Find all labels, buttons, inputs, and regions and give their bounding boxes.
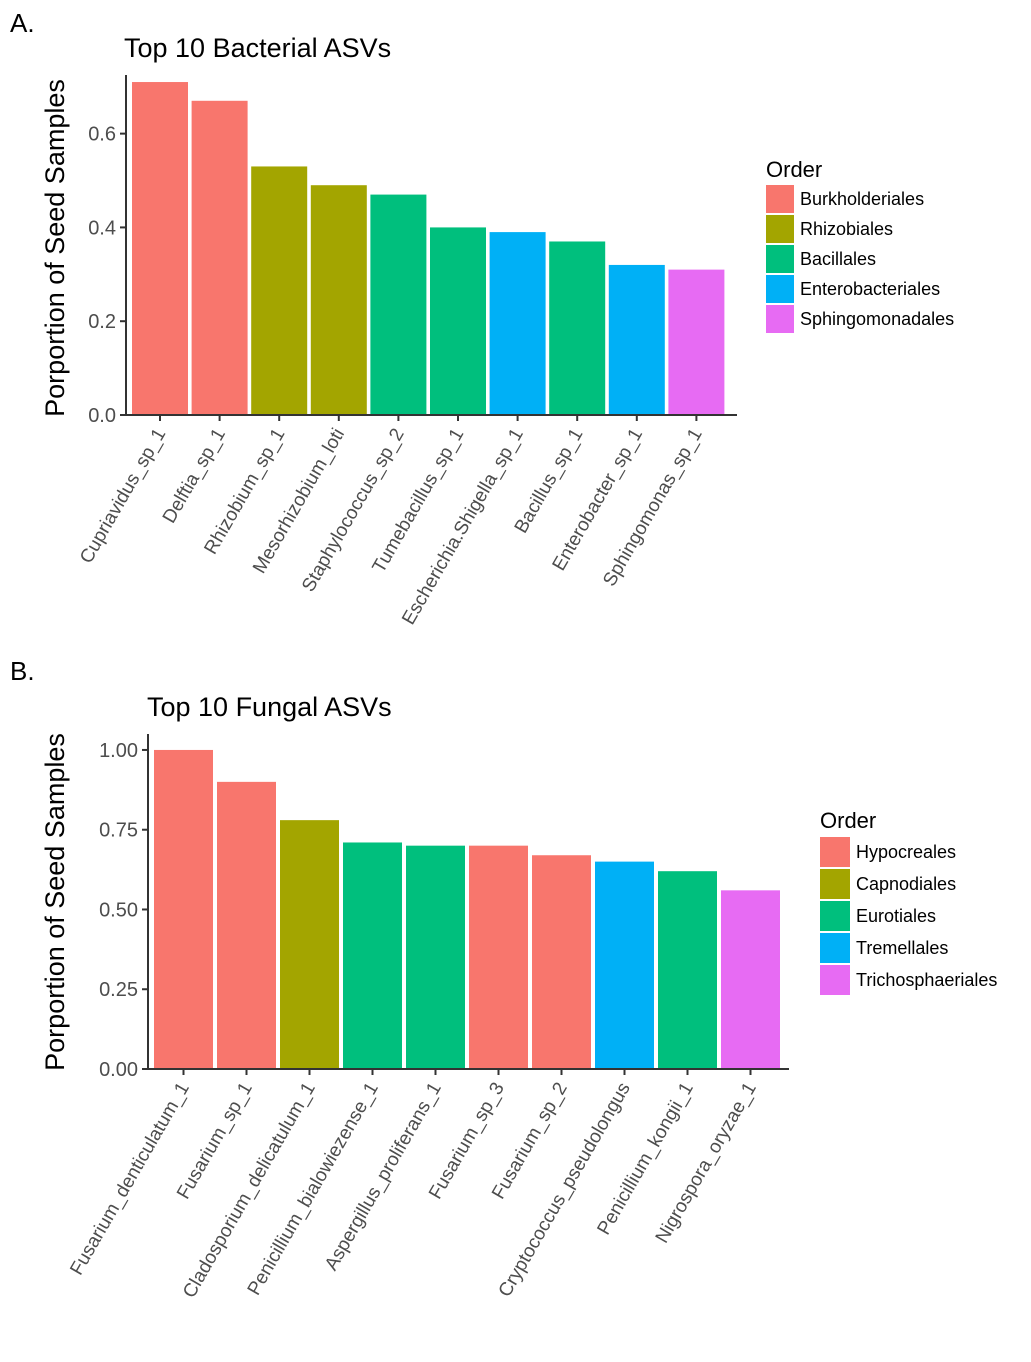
x-tick-label-b-5: Aspergillus_proliferans_1 (321, 1079, 446, 1274)
panel-b: B. Top 10 Fungal ASVs Porportion of Seed… (10, 656, 997, 1302)
bar-b-4 (343, 842, 402, 1069)
bar-a-1 (132, 82, 188, 415)
legend-label-a-4: Enterobacteriales (800, 279, 940, 299)
y-axis-label-b: Porportion of Seed Samples (40, 733, 70, 1071)
legend-swatch-a-3 (766, 245, 794, 273)
x-tick-label-a-1: Cupriavidus_sp_1 (76, 425, 170, 567)
bar-b-8 (595, 861, 654, 1069)
y-ticks-b: 0.00 0.25 0.50 0.75 1.00 (99, 740, 148, 1081)
x-ticks-b: Fusarium_denticulatum_1Fusarium_sp_1Clad… (66, 1069, 761, 1302)
y-tick-label-b-2: 0.50 (99, 899, 138, 921)
bar-a-10 (668, 269, 725, 415)
bars-b (154, 749, 780, 1069)
x-ticks-a: Cupriavidus_sp_1Delftia_sp_1Rhizobium_sp… (76, 415, 707, 629)
y-tick-label-a-0: 0.0 (88, 405, 116, 427)
x-tick-label-b-3: Cladosporium_delicatulum_1 (179, 1079, 320, 1302)
bar-b-6 (469, 845, 528, 1069)
bar-a-6 (430, 227, 486, 415)
bar-a-8 (549, 241, 606, 415)
legend-swatch-a-1 (766, 185, 794, 213)
legend-swatch-b-4 (820, 933, 850, 963)
y-tick-label-b-0: 0.00 (99, 1059, 138, 1081)
bar-b-9 (658, 871, 717, 1069)
bar-b-10 (721, 890, 780, 1069)
x-tick-label-b-1: Fusarium_denticulatum_1 (66, 1079, 193, 1279)
bar-b-3 (280, 820, 339, 1069)
y-tick-label-b-4: 1.00 (99, 740, 138, 762)
panel-letter-b: B. (10, 656, 35, 686)
legend-label-b-5: Trichosphaeriales (856, 970, 997, 990)
panel-a: A. Top 10 Bacterial ASVs Porportion of S… (10, 8, 954, 629)
legend-swatch-a-4 (766, 275, 794, 303)
y-ticks-a: 0.0 0.2 0.4 0.6 (88, 124, 126, 427)
legend-label-b-1: Hypocreales (856, 842, 956, 862)
legend-label-b-2: Capnodiales (856, 874, 956, 894)
x-tick-label-a-7: Escherichia.Shigella_sp_1 (398, 425, 528, 629)
y-tick-label-a-1: 0.2 (88, 311, 116, 333)
legend-swatch-a-2 (766, 215, 794, 243)
legend-swatch-b-2 (820, 869, 850, 899)
y-tick-label-b-1: 0.25 (99, 979, 138, 1001)
bar-b-1 (154, 749, 213, 1069)
legend-swatch-b-5 (820, 965, 850, 995)
y-tick-label-a-2: 0.4 (88, 217, 116, 239)
legend-label-a-5: Sphingomonadales (800, 309, 954, 329)
y-axis-label-a: Porportion of Seed Samples (40, 79, 70, 417)
panel-letter-a: A. (10, 8, 35, 38)
bar-a-2 (191, 100, 248, 416)
bar-b-5 (406, 845, 465, 1069)
bar-a-3 (251, 166, 308, 415)
legend-swatch-b-1 (820, 837, 850, 867)
chart-title-a: Top 10 Bacterial ASVs (124, 33, 391, 63)
bar-b-7 (532, 855, 591, 1069)
bar-a-4 (310, 185, 367, 415)
bar-a-5 (370, 194, 427, 415)
y-tick-label-b-3: 0.75 (99, 820, 138, 842)
legend-b: Order Hypocreales Capnodiales Eurotiales Tr… (820, 808, 997, 995)
chart-title-b: Top 10 Fungal ASVs (147, 692, 392, 722)
bars-a (132, 82, 725, 416)
legend-label-a-3: Bacillales (800, 249, 876, 269)
legend-title-a: Order (766, 157, 822, 182)
legend-label-a-1: Burkholderiales (800, 189, 924, 209)
legend-a: Order Burkholderiales Rhizobiales Bacillal… (766, 157, 954, 333)
x-tick-label-b-8: Cryptococcus_pseudolongus (495, 1079, 635, 1301)
x-tick-label-a-5: Staphylococcus_sp_2 (298, 425, 409, 596)
legend-label-b-4: Tremellales (856, 938, 948, 958)
legend-label-b-3: Eurotiales (856, 906, 936, 926)
bar-a-7 (489, 232, 546, 415)
bar-a-9 (608, 264, 665, 415)
legend-swatch-a-5 (766, 305, 794, 333)
bar-b-2 (217, 781, 276, 1069)
legend-title-b: Order (820, 808, 876, 833)
y-tick-label-a-3: 0.6 (88, 124, 116, 146)
legend-swatch-b-3 (820, 901, 850, 931)
x-tick-label-a-2: Delftia_sp_1 (159, 425, 230, 527)
legend-label-a-2: Rhizobiales (800, 219, 893, 239)
x-tick-label-b-4: Penicillium_bialowiezense_1 (244, 1079, 383, 1299)
